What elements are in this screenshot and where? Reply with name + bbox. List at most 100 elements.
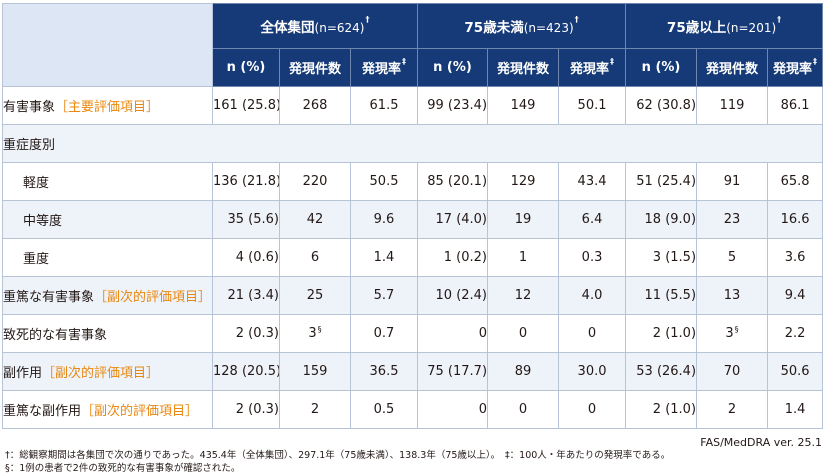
cell-count: 159 [279, 352, 351, 391]
cell-count: 0 [487, 314, 560, 353]
cell-count-value: 0 [518, 402, 528, 417]
cell-count-value: 25 [306, 288, 324, 303]
cell-n-pct: 136 (21.8) [212, 162, 280, 201]
cell-rate: 0 [558, 390, 627, 429]
group-header-all: 全体集団(n=624)† [211, 3, 419, 49]
table-row: 重症度別 [1, 124, 824, 163]
cell-rate: 1.4 [349, 238, 419, 277]
cell-rate: 36.5 [349, 352, 419, 391]
row-label: 重篤な副作用［副次的評価項目］ [2, 390, 213, 429]
cell-n-pct: 128 (20.5) [212, 352, 280, 391]
row-label-text: 有害事象 [3, 100, 56, 115]
cell-count: 70 [696, 352, 769, 391]
cell-rate: 43.4 [558, 162, 627, 201]
cell-count-value: 5 [727, 250, 737, 265]
cell-count-value: 2 [727, 402, 737, 417]
cell-count-value: 3 [308, 326, 317, 341]
cell-count: 220 [279, 162, 351, 201]
section-mark: § [317, 325, 322, 334]
cell-n-pct: 2 (0.3) [212, 390, 280, 429]
cell-count-value: 159 [302, 364, 328, 379]
cell-rate: 4.0 [558, 276, 627, 315]
cell-count-value: 13 [723, 288, 741, 303]
cell-n-pct: 1 (0.2) [417, 238, 489, 277]
cell-count-value: 70 [723, 364, 741, 379]
footnote-section: §：1例の患者で2件の致死的な有害事象が確認された。 [5, 463, 241, 474]
row-label-text: 重篤な有害事象 [3, 290, 95, 305]
cell-n-pct: 0 [417, 390, 489, 429]
cell-n-pct: 11 (5.5) [625, 276, 698, 315]
cell-rate: 0 [558, 314, 627, 353]
cell-rate: 9.4 [767, 276, 824, 315]
cell-count: 91 [696, 162, 769, 201]
cell-count-value: 0 [518, 326, 528, 341]
data-source-note: FAS/MedDRA ver. 25.1 [700, 436, 822, 449]
group-header-over75: 75歳以上(n=201)† [625, 3, 824, 49]
cell-count-value: 89 [514, 364, 532, 379]
subcol-n-pct: n (%) [417, 48, 489, 87]
cell-n-pct: 53 (26.4) [625, 352, 698, 391]
cell-count: 19 [487, 200, 560, 239]
cell-count: 119 [696, 86, 769, 125]
cell-count-value: 220 [302, 174, 328, 189]
row-label: 重度 [2, 238, 213, 277]
cell-count: 5 [696, 238, 769, 277]
cell-n-pct: 17 (4.0) [417, 200, 489, 239]
evaluation-tag: ［副次的評価項目］ [81, 404, 199, 419]
subcol-rate: 発現率‡ [558, 48, 627, 87]
row-label-text: 軽度 [23, 176, 50, 191]
cell-count-value: 2 [310, 402, 320, 417]
table-row: 重篤な副作用［副次的評価項目］ 2 (0.3) 2 0.5 0 0 0 2 (1.0) 2 1.4 [2, 390, 824, 429]
cell-count: 23 [696, 200, 769, 239]
cell-count-value: 19 [514, 212, 532, 227]
adverse-events-table: 全体集団(n=624)† 75歳未満(n=423)† 75歳以上(n=201)†… [1, 3, 824, 429]
cell-count: 2 [279, 390, 351, 429]
evaluation-tag: ［副次的評価項目］ [42, 366, 160, 381]
cell-rate: 0.7 [349, 314, 419, 353]
cell-rate: 6.4 [558, 200, 627, 239]
row-label: 重篤な有害事象［副次的評価項目］ [2, 276, 213, 315]
cell-n-pct: 18 (9.0) [625, 200, 698, 239]
cell-rate: 0.3 [558, 238, 627, 277]
subcolumn-header-row: n (%) 発現件数 発現率‡ n (%) 発現件数 発現率‡ n (%) 発現… [3, 48, 824, 87]
cell-count-value: 42 [306, 212, 324, 227]
cell-count: 12 [487, 276, 560, 315]
cell-rate: 16.6 [767, 200, 824, 239]
cell-n-pct: 10 (2.4) [417, 276, 489, 315]
row-label-text: 副作用 [3, 366, 43, 381]
row-label: 重症度別 [1, 124, 824, 163]
cell-rate: 9.6 [349, 200, 419, 239]
cell-rate: 61.5 [349, 86, 419, 125]
row-label-text: 中等度 [23, 214, 63, 229]
cell-rate: 50.6 [767, 352, 824, 391]
cell-n-pct: 4 (0.6) [212, 238, 280, 277]
group-header-under75: 75歳未満(n=423)† [417, 3, 627, 49]
subcol-n-pct: n (%) [212, 48, 280, 87]
cell-rate: 50.5 [349, 162, 419, 201]
cell-n-pct: 0 [417, 314, 489, 353]
cell-count: 3§ [696, 314, 769, 353]
cell-count: 13 [696, 276, 769, 315]
cell-rate: 30.0 [558, 352, 627, 391]
table-row: 有害事象［主要評価項目］ 161 (25.8) 268 61.5 99 (23.4) 14… [2, 86, 824, 125]
corner-cell [2, 3, 213, 87]
row-label-text: 重篤な副作用 [3, 404, 82, 419]
cell-rate: 65.8 [767, 162, 824, 201]
cell-count-value: 12 [514, 288, 532, 303]
table-row: 致死的な有害事象 2 (0.3) 3§ 0.7 0 0 0 2 (1.0) 3§ 2.2 [2, 314, 824, 353]
row-label-text: 重症度別 [3, 138, 56, 153]
table-row: 重篤な有害事象［副次的評価項目］ 21 (3.4) 25 5.7 10 (2.4) 12 4… [2, 276, 824, 315]
cell-n-pct: 3 (1.5) [625, 238, 698, 277]
subcol-count: 発現件数 [487, 48, 560, 87]
cell-count-value: 91 [723, 174, 741, 189]
cell-n-pct: 51 (25.4) [625, 162, 698, 201]
cell-count-value: 6 [310, 250, 320, 265]
cell-count: 25 [279, 276, 351, 315]
evaluation-tag: ［副次的評価項目］ [94, 290, 212, 305]
section-mark: § [734, 325, 739, 334]
row-label: 有害事象［主要評価項目］ [2, 86, 213, 125]
cell-count: 149 [487, 86, 560, 125]
subcol-rate: 発現率‡ [767, 48, 824, 87]
footnote-dagger: †：総観察期間は各集団で次の通りであった。435.4年（全体集団）、297.1年… [5, 450, 671, 461]
cell-count-value: 119 [719, 98, 745, 113]
